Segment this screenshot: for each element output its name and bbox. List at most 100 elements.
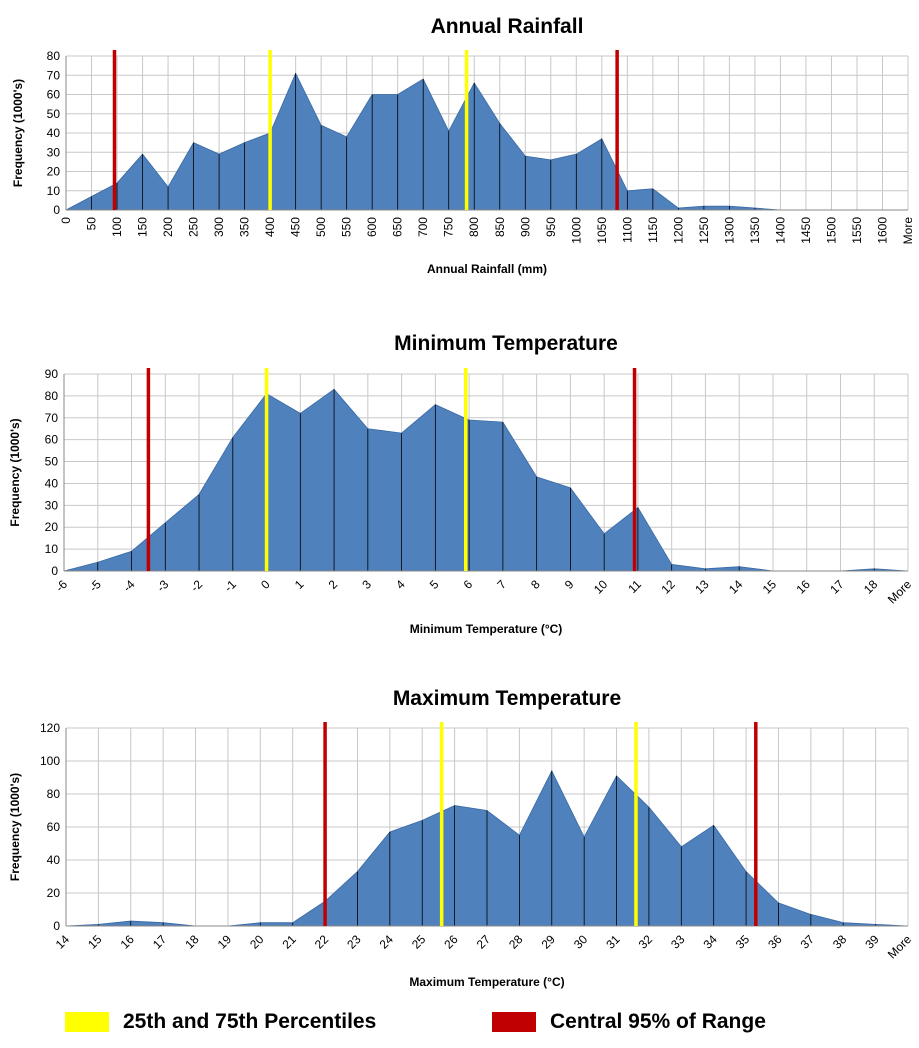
legend-swatch-percentiles: [65, 1012, 109, 1032]
x-tick-label: 150: [136, 217, 150, 237]
x-tick-label: 10: [591, 577, 611, 597]
y-axis-title: Frequency (1000's): [11, 79, 25, 187]
x-tick-label: 5: [427, 577, 442, 592]
x-tick-label: More: [885, 932, 914, 961]
x-tick-label: 11: [625, 577, 644, 596]
x-tick-label: 15: [760, 577, 780, 597]
x-tick-label: 1050: [595, 217, 609, 244]
x-tick-label: 250: [187, 217, 201, 237]
x-tick-label: -3: [154, 577, 172, 595]
series-area: [63, 388, 909, 572]
x-tick-label: 21: [279, 932, 299, 952]
x-tick-label: 300: [212, 217, 226, 237]
x-tick-label: 3: [359, 577, 374, 592]
x-tick-label: 34: [700, 932, 720, 952]
x-tick-label: 800: [467, 217, 481, 237]
legend-label-range: Central 95% of Range: [550, 1010, 766, 1033]
y-tick-label: 20: [47, 886, 61, 900]
x-axis-title: Maximum Temperature (°C): [409, 975, 564, 989]
x-tick-label: 14: [53, 932, 73, 952]
y-tick-label: 120: [40, 721, 60, 735]
y-axis-title: Frequency (1000's): [8, 773, 22, 881]
x-axis-title: Minimum Temperature (°C): [410, 622, 563, 636]
y-tick-label: 60: [45, 433, 59, 447]
y-tick-label: 10: [45, 542, 59, 556]
x-tick-label: 1100: [620, 217, 634, 243]
x-tick-label: -4: [120, 577, 138, 595]
y-axis-title: Frequency (1000's): [8, 418, 22, 526]
x-tick-label: 29: [539, 932, 559, 952]
x-tick-label: 950: [544, 217, 558, 237]
x-tick-label: 33: [668, 932, 688, 952]
x-tick-label: 23: [344, 932, 364, 952]
x-axis-title: Annual Rainfall (mm): [427, 262, 547, 276]
x-tick-label: -2: [188, 577, 206, 595]
x-tick-label: 16: [118, 932, 138, 952]
x-tick-label: -1: [221, 577, 239, 595]
chart-2: Minimum Temperature0102030405060708090-6…: [8, 332, 914, 636]
x-tick-label: 200: [161, 217, 175, 237]
y-tick-label: 80: [47, 787, 61, 801]
y-tick-label: 50: [47, 107, 61, 121]
x-tick-label: More: [885, 577, 914, 606]
series-area: [65, 72, 908, 211]
y-tick-label: 50: [45, 455, 59, 469]
x-tick-label: 13: [692, 577, 712, 597]
x-tick-label: -6: [53, 577, 71, 595]
x-tick-label: 36: [765, 932, 785, 952]
x-tick-label: 16: [793, 577, 813, 597]
x-tick-label: 1250: [697, 217, 711, 244]
y-tick-label: 30: [45, 498, 59, 512]
x-tick-label: 14: [726, 577, 746, 597]
legend-item-percentiles: 25th and 75th Percentiles: [65, 1010, 376, 1034]
y-tick-label: 60: [47, 88, 61, 102]
chart-title: Annual Rainfall: [431, 15, 584, 38]
x-tick-label: 8: [528, 577, 543, 592]
x-tick-label: 9: [562, 577, 577, 592]
x-tick-label: 1150: [646, 217, 660, 243]
x-tick-label: 750: [442, 217, 456, 237]
legend: 25th and 75th Percentiles Central 95% of…: [0, 1010, 919, 1046]
y-tick-label: 30: [47, 145, 61, 159]
chart-title: Maximum Temperature: [393, 687, 621, 710]
x-tick-label: -5: [86, 577, 104, 595]
x-tick-label: 400: [263, 217, 277, 237]
x-tick-label: 100: [110, 217, 124, 237]
x-tick-label: 25: [409, 932, 429, 952]
x-tick-label: 19: [215, 932, 235, 952]
x-tick-label: 900: [518, 217, 532, 237]
x-tick-label: 450: [289, 217, 303, 237]
chart-title: Minimum Temperature: [394, 332, 618, 355]
x-tick-label: 28: [506, 932, 526, 952]
y-tick-label: 0: [53, 203, 60, 217]
legend-item-range: Central 95% of Range: [492, 1010, 766, 1034]
x-tick-label: 26: [441, 932, 461, 952]
x-tick-label: 1550: [850, 217, 864, 244]
y-tick-label: 40: [45, 476, 59, 490]
x-tick-label: 1200: [671, 217, 685, 244]
x-tick-label: 18: [861, 577, 881, 597]
x-tick-label: 1300: [722, 217, 736, 244]
x-tick-label: 39: [862, 932, 882, 952]
x-tick-label: 22: [312, 932, 332, 952]
x-tick-label: 500: [314, 217, 328, 237]
x-tick-label: 7: [494, 577, 509, 592]
x-tick-label: 38: [830, 932, 850, 952]
y-tick-label: 100: [40, 754, 60, 768]
x-tick-label: 1400: [773, 217, 787, 244]
x-tick-label: 32: [636, 932, 656, 952]
y-tick-label: 40: [47, 126, 61, 140]
x-tick-label: 600: [365, 217, 379, 237]
x-tick-label: 20: [247, 932, 267, 952]
x-tick-label: 17: [827, 577, 847, 597]
x-tick-label: 35: [733, 932, 753, 952]
x-tick-label: 0: [258, 577, 273, 592]
x-tick-label: 1600: [875, 217, 889, 244]
y-tick-label: 20: [45, 520, 59, 534]
x-tick-label: 24: [377, 932, 397, 952]
chart-3: Maximum Temperature 0 20 40 60 80 100 120 14 15 16…: [8, 687, 914, 989]
y-tick-label: 60: [47, 820, 61, 834]
y-tick-label: 70: [45, 411, 59, 425]
